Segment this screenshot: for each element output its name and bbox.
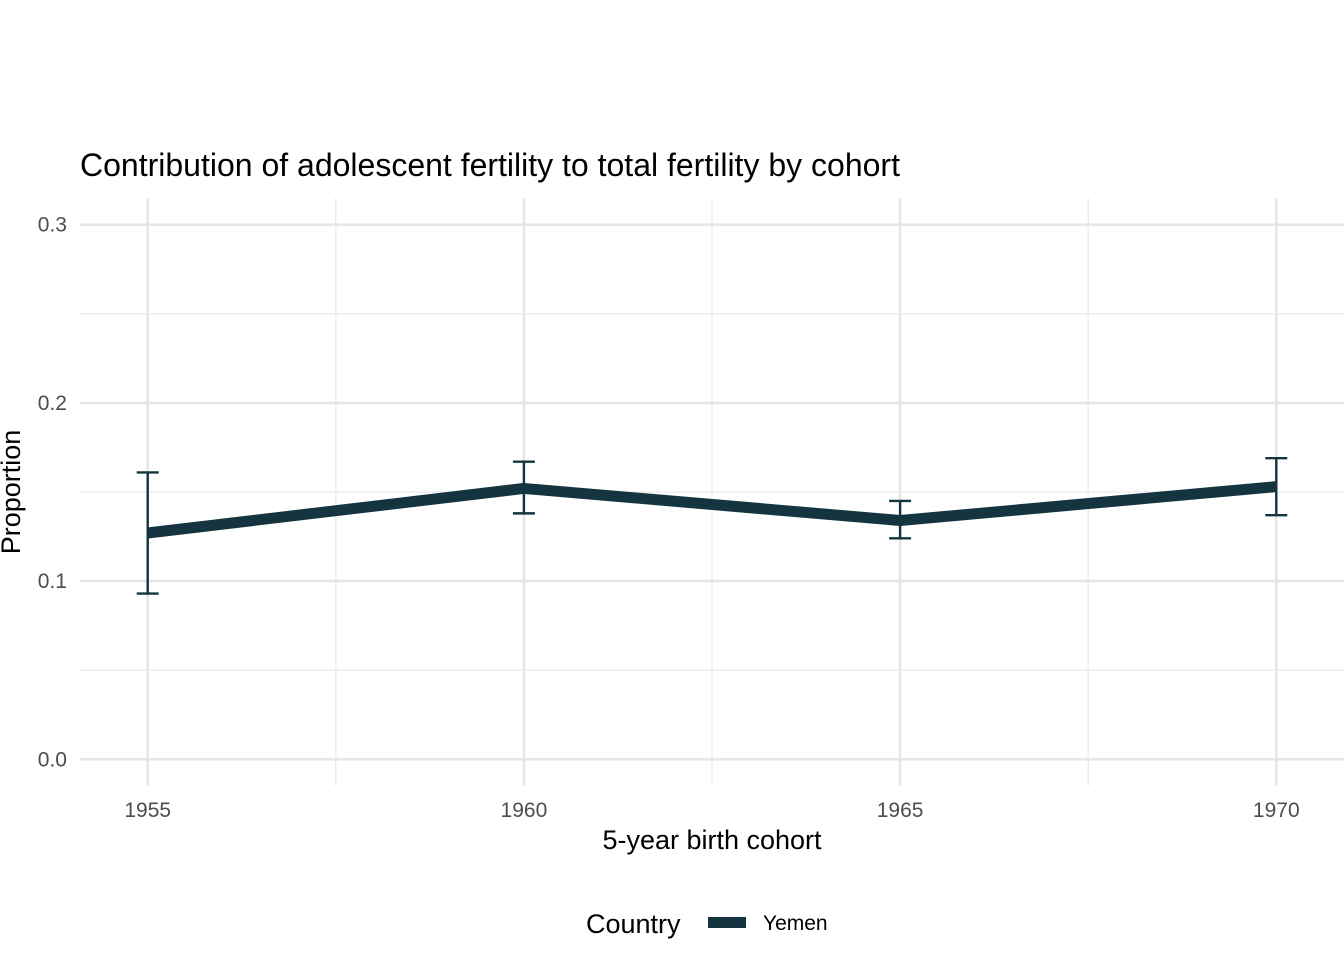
y-tick-label: 0.1 (38, 570, 67, 593)
legend-key-yemen (708, 917, 746, 928)
x-tick-label: 1965 (877, 799, 924, 822)
x-axis-tick-labels: 1955 1960 1965 1970 (124, 799, 1299, 822)
chart-title: Contribution of adolescent fertility to … (80, 147, 900, 183)
legend-title: Country (586, 909, 681, 939)
series-lines (147, 481, 1277, 539)
major-gridlines (80, 198, 1344, 786)
x-tick-label: 1960 (501, 799, 548, 822)
legend-label-yemen: Yemen (763, 912, 828, 935)
y-axis-tick-labels: 0.0 0.1 0.2 0.3 (38, 214, 67, 772)
x-tick-label: 1970 (1253, 799, 1300, 822)
x-tick-label: 1955 (124, 799, 171, 822)
x-axis-title: 5-year birth cohort (602, 825, 822, 855)
legend: Country Yemen (586, 909, 828, 939)
y-tick-label: 0.3 (38, 214, 67, 237)
y-tick-label: 0.0 (38, 748, 67, 771)
minor-gridlines (80, 198, 1344, 786)
y-axis-title: Proportion (0, 430, 26, 555)
series-line-yemen (147, 481, 1277, 539)
y-tick-label: 0.2 (38, 392, 67, 415)
